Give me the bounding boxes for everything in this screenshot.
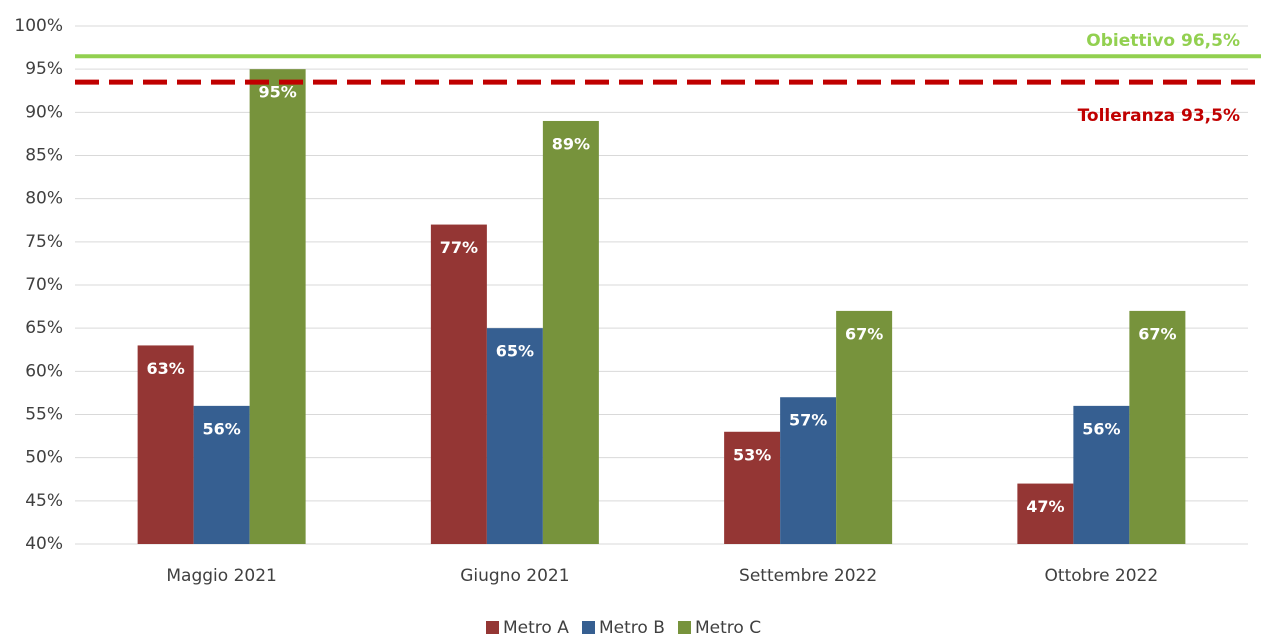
legend-label: Metro C [695,618,761,635]
y-tick-label: 95% [25,59,63,79]
bar [137,345,194,544]
y-tick-label: 55% [25,405,63,425]
bar [430,224,487,545]
bar [249,69,306,545]
y-tick-label: 40% [25,534,63,554]
y-tick-label: 70% [25,275,63,295]
bar [1073,405,1130,544]
x-tick-label: Giugno 2021 [460,566,569,586]
bar [542,120,599,544]
bar [193,405,250,544]
x-tick-label: Ottobre 2022 [1045,566,1159,586]
y-tick-label: 60% [25,361,63,381]
y-tick-label: 75% [25,232,63,252]
reference-label: Tolleranza 93,5% [1078,106,1240,126]
data-label: 63% [146,359,184,378]
data-label: 56% [1082,419,1120,438]
data-label: 89% [552,134,590,153]
legend-label: Metro B [599,618,665,635]
legend-swatch [582,621,595,634]
data-label: 77% [440,238,478,257]
data-label: 57% [789,411,827,430]
data-label: 53% [733,445,771,464]
x-tick-label: Maggio 2021 [166,566,276,586]
y-tick-label: 65% [25,318,63,338]
bar [1017,483,1074,544]
data-label: 65% [496,342,534,361]
x-tick-label: Settembre 2022 [739,566,877,586]
y-tick-label: 50% [25,448,63,468]
y-tick-label: 80% [25,189,63,209]
bar [486,328,543,544]
data-label: 67% [845,324,883,343]
bar [836,310,893,544]
legend-swatch [678,621,691,634]
bar [780,397,837,544]
data-label: 95% [258,83,296,102]
bar [1129,310,1186,544]
y-tick-label: 85% [25,146,63,166]
legend-swatch [486,621,499,634]
data-label: 47% [1026,497,1064,516]
y-tick-label: 100% [14,16,63,36]
y-tick-label: 45% [25,491,63,511]
legend-label: Metro A [503,618,569,635]
y-tick-label: 90% [25,102,63,122]
reference-label: Obiettivo 96,5% [1086,31,1240,51]
data-label: 56% [202,419,240,438]
data-label: 67% [1138,324,1176,343]
bar [724,431,781,544]
